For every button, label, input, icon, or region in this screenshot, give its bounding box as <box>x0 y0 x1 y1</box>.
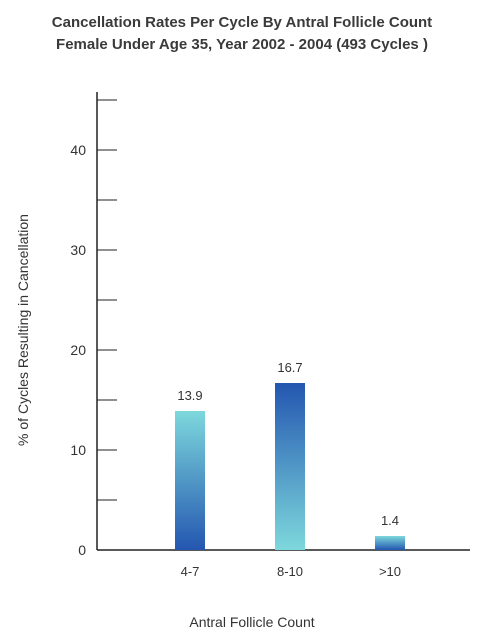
chart-title: Cancellation Rates Per Cycle By Antral F… <box>51 14 433 31</box>
bar-3 <box>375 536 405 550</box>
y-tick-label: 30 <box>70 242 86 258</box>
chart-title-block: Cancellation Rates Per Cycle By Antral F… <box>0 12 484 56</box>
bar-1 <box>175 411 205 550</box>
y-ticks: 0 10 20 30 40 <box>70 99 117 558</box>
y-tick-label: 20 <box>70 342 86 358</box>
y-tick-label: 40 <box>70 142 86 158</box>
data-label: 13.9 <box>177 388 202 403</box>
y-axis-label: % of Cycles Resulting in Cancellation <box>15 214 31 446</box>
x-tick-label: 8-10 <box>277 564 303 579</box>
x-tick-label: 4-7 <box>181 564 200 579</box>
data-label: 16.7 <box>277 360 302 375</box>
x-tick-label: >10 <box>379 564 401 579</box>
bars <box>175 383 405 550</box>
x-axis-label: Antral Follicle Count <box>189 614 314 630</box>
bar-2 <box>275 383 305 550</box>
y-tick-label: 0 <box>78 542 86 558</box>
chart-subtitle: Female Under Age 35, Year 2002 - 2004 (4… <box>56 36 428 53</box>
labels: 13.9 4-7 16.7 8-10 1.4 >10 <box>177 360 401 579</box>
data-label: 1.4 <box>381 513 399 528</box>
y-tick-label: 10 <box>70 442 86 458</box>
